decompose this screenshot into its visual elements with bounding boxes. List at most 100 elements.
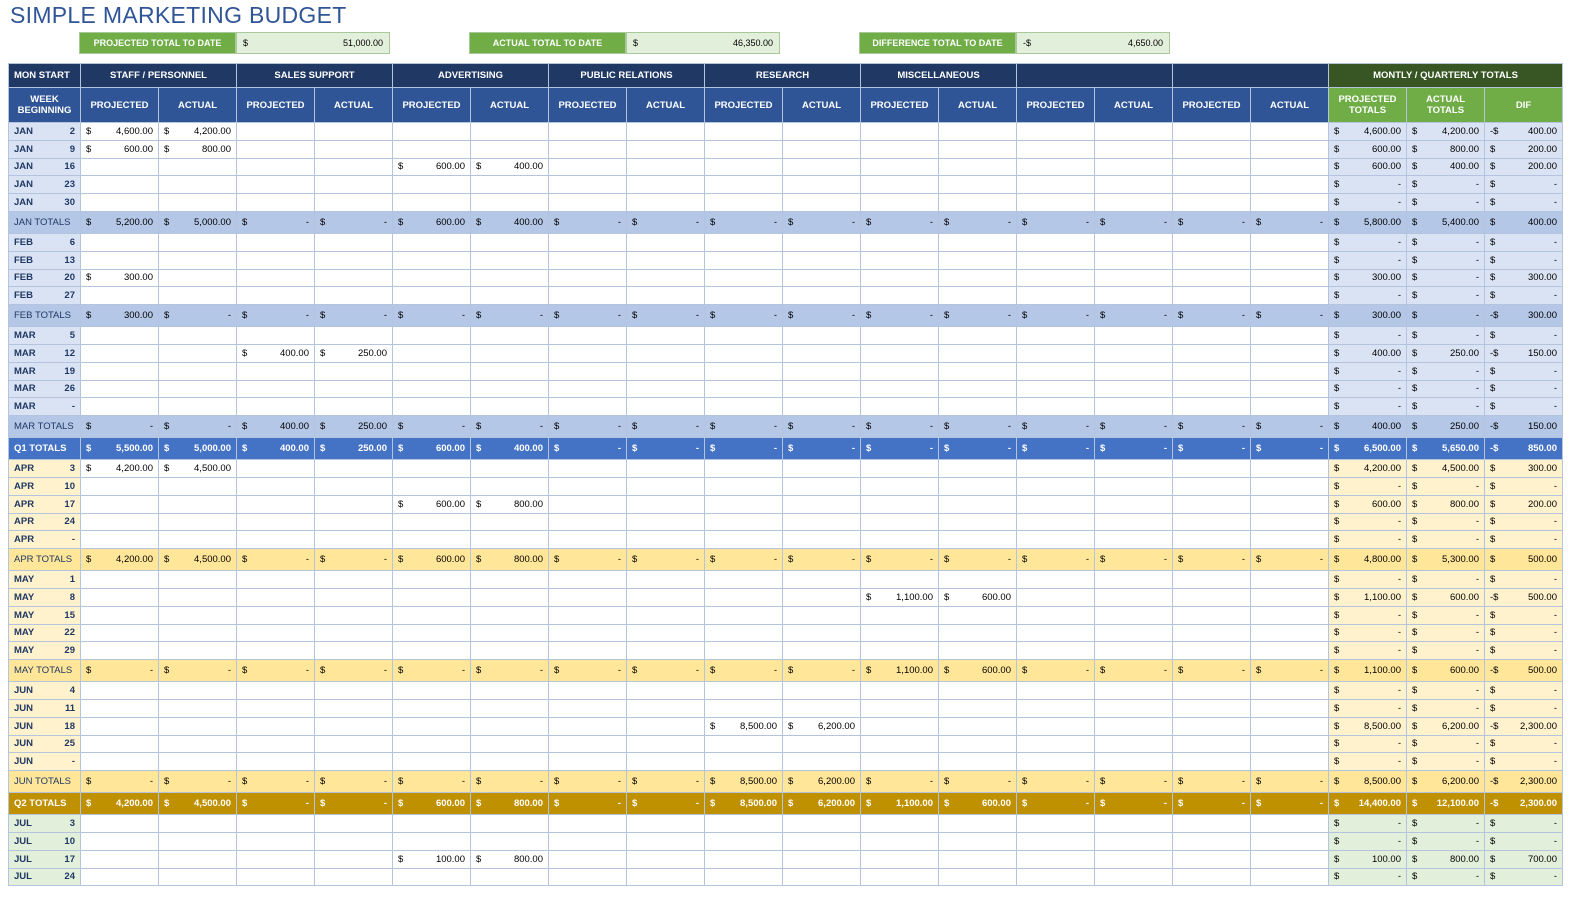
cell <box>1250 605 1329 625</box>
amount: - <box>1553 609 1557 621</box>
amount: 400.00 <box>1527 125 1557 137</box>
day: 22 <box>64 627 75 639</box>
currency: $ <box>1412 609 1418 621</box>
cell <box>314 232 393 252</box>
amount: - <box>1553 516 1557 528</box>
cell: $ - <box>1094 548 1173 572</box>
cell <box>548 286 627 306</box>
cell <box>392 831 471 851</box>
day: 13 <box>64 254 75 266</box>
cell <box>314 734 393 754</box>
cell <box>860 250 939 270</box>
amount: - <box>1553 401 1557 413</box>
money: $ - <box>710 665 777 676</box>
cell <box>548 605 627 625</box>
table-row: MAR 26 $ - $ - $ - <box>8 379 1563 399</box>
cell: $300.00 <box>80 268 159 288</box>
week-label: APR - <box>14 534 75 545</box>
cell: $600.00 <box>392 210 471 234</box>
total-cell: $4,500.00 <box>1406 459 1485 478</box>
money: $600.00 <box>1334 144 1401 155</box>
money: $8,500.00 <box>710 721 777 732</box>
total-cell: -$ 500.00 <box>1484 659 1563 683</box>
table-row: FEB 20 $300.00 $300.00 $ - $300.00 <box>8 268 1563 288</box>
amount: - <box>1553 534 1557 546</box>
cell <box>1172 814 1251 833</box>
row-label: MAY 29 <box>8 641 81 661</box>
cell: $ - <box>1016 770 1095 794</box>
day: 30 <box>64 197 75 209</box>
amount: - <box>149 776 153 788</box>
cell <box>1250 268 1329 288</box>
total-cell: $ - <box>1484 698 1563 718</box>
cell <box>938 512 1017 532</box>
cell <box>1172 343 1251 363</box>
cell: $ - <box>314 304 393 328</box>
cell <box>236 831 315 851</box>
amount: - <box>305 554 309 566</box>
amount: 300.00 <box>123 272 153 284</box>
cell <box>1016 494 1095 514</box>
cell: $ - <box>548 770 627 794</box>
cell <box>314 698 393 718</box>
amount: 5,400.00 <box>1442 216 1479 228</box>
total-cell: $800.00 <box>1406 849 1485 869</box>
cell <box>1172 570 1251 589</box>
cell: $600.00 <box>938 587 1017 607</box>
sub-header: ACTUAL <box>938 87 1017 123</box>
money: $ - <box>1334 610 1401 621</box>
money: $ - <box>632 217 699 228</box>
cell <box>1172 268 1251 288</box>
cell <box>158 698 237 718</box>
amount: 5,200.00 <box>116 216 153 228</box>
cell: $ - <box>314 792 393 816</box>
cell: $300.00 <box>80 304 159 328</box>
cell <box>236 459 315 478</box>
currency: $ <box>1412 290 1418 302</box>
day: - <box>71 401 75 413</box>
row-label: FEB 13 <box>8 250 81 270</box>
amount: - <box>617 443 621 455</box>
cell: $ - <box>392 659 471 683</box>
amount: - <box>1241 776 1245 788</box>
money: $ - <box>1412 310 1479 321</box>
amount: - <box>1319 776 1323 788</box>
money: $ - <box>1334 401 1401 412</box>
amount: - <box>1475 272 1479 284</box>
amount: 400.00 <box>513 443 543 455</box>
cell <box>1172 716 1251 736</box>
cell <box>782 232 861 252</box>
cell <box>1172 867 1251 887</box>
amount: - <box>1163 421 1167 433</box>
day: 9 <box>69 143 75 155</box>
table-row: APR 24 $ - $ - $ - <box>8 512 1563 532</box>
cell <box>548 623 627 643</box>
currency: $ <box>164 554 170 566</box>
cell: $ - <box>626 210 705 234</box>
cell: $ - <box>938 304 1017 328</box>
cell <box>782 570 861 589</box>
table-row: MAR 19 $ - $ - $ - <box>8 361 1563 381</box>
currency: $ <box>398 853 404 865</box>
cell <box>470 570 549 589</box>
currency: $ <box>1412 330 1418 342</box>
cell <box>470 193 549 212</box>
money: $ - <box>866 310 933 321</box>
currency: $ <box>242 798 248 810</box>
total-cell: $ - <box>1484 286 1563 306</box>
money: $ - <box>86 421 153 432</box>
currency: $ <box>1412 125 1418 137</box>
cell: $600.00 <box>80 139 159 159</box>
money: $ - <box>1100 798 1167 809</box>
row-label: MAR 5 <box>8 326 81 345</box>
amount: 46,350.00 <box>732 38 773 48</box>
cell <box>314 494 393 514</box>
money: $ - <box>320 310 387 321</box>
cell <box>314 641 393 661</box>
amount: - <box>461 776 465 788</box>
currency: $ <box>788 665 794 677</box>
cell <box>236 849 315 869</box>
cell <box>236 681 315 700</box>
money: -$ 850.00 <box>1490 443 1557 454</box>
amount: 6,200.00 <box>1442 720 1479 732</box>
